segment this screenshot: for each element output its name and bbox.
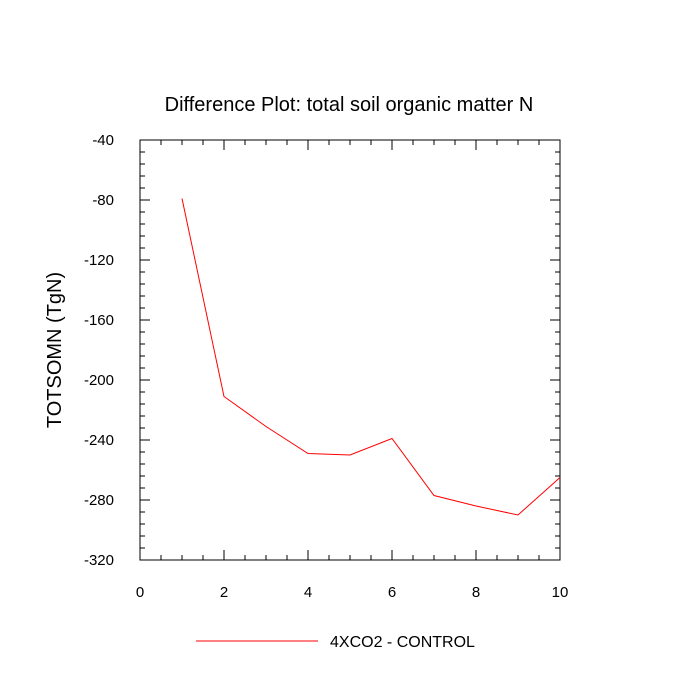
y-tick-label: -80 — [92, 192, 114, 209]
x-tick-label: 8 — [472, 584, 480, 601]
x-tick-label: 0 — [136, 584, 144, 601]
major-ticks — [139, 139, 561, 561]
y-tick-label: -160 — [84, 312, 114, 329]
chart-title: Difference Plot: total soil organic matt… — [165, 94, 534, 116]
y-tick-label: -40 — [92, 132, 114, 149]
x-tick-label: 4 — [304, 584, 312, 601]
y-axis-label: TOTSOMN (TgN) — [44, 272, 66, 428]
y-tick-label: -320 — [84, 552, 114, 569]
x-tick-labels: 0 2 4 6 8 10 — [136, 584, 569, 601]
plot-frame — [139, 139, 561, 561]
y-tick-label: -120 — [84, 252, 114, 269]
minor-ticks — [140, 140, 560, 560]
x-tick-label: 2 — [220, 584, 228, 601]
y-tick-labels: -40 -80 -120 -160 -200 -240 -280 -320 — [84, 132, 114, 569]
x-tick-label: 6 — [388, 584, 396, 601]
series-group — [181, 198, 561, 516]
y-tick-label: -240 — [84, 432, 114, 449]
y-tick-label: -200 — [84, 372, 114, 389]
series-line-1 — [181, 198, 561, 516]
x-tick-label: 10 — [552, 584, 569, 601]
legend: 4XCO2 - CONTROL — [196, 634, 475, 651]
y-tick-label: -280 — [84, 492, 114, 509]
legend-label: 4XCO2 - CONTROL — [330, 634, 475, 651]
